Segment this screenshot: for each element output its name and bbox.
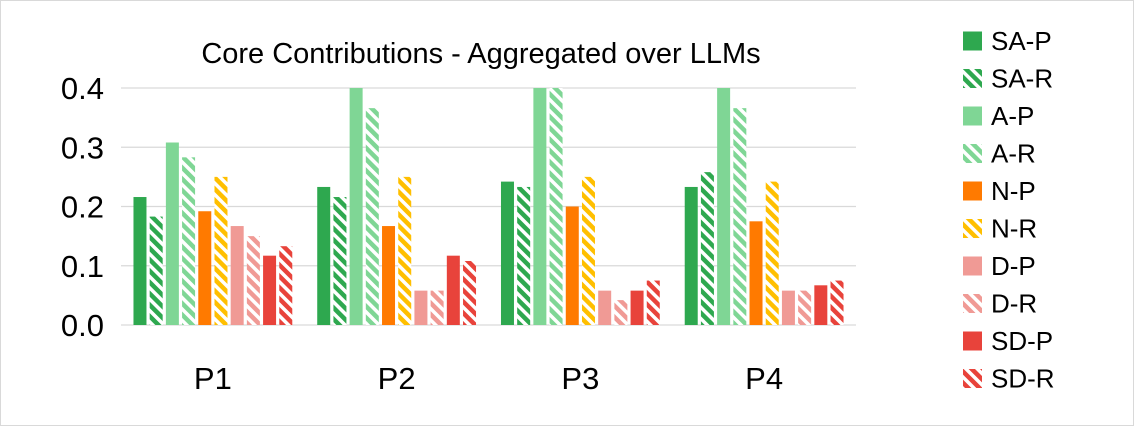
legend-swatch [963, 69, 982, 88]
bar-sa-p-p3 [500, 181, 514, 325]
bar-sd-r-p1 [279, 246, 293, 325]
legend-label: A-P [991, 101, 1034, 131]
legend: SA-P SA-R A-P A-R N-P N-R D-P D-R SD-P SD-R [963, 26, 1055, 394]
bar-a-r-p1 [182, 157, 196, 325]
bar-d-p-p2 [414, 290, 428, 325]
bar-sa-r-p1 [149, 216, 163, 325]
legend-swatch [963, 144, 982, 163]
bar-a-r-p4 [733, 108, 747, 326]
bar-n-r-p3 [581, 176, 595, 325]
bar-a-r-p2 [365, 108, 379, 326]
bar-sa-p-p1 [133, 197, 147, 325]
legend-swatch [963, 256, 982, 276]
legend-item-a-r: A-R [963, 139, 1036, 169]
legend-swatch [963, 181, 982, 201]
bar-a-p-p1 [165, 142, 179, 325]
bar-d-p-p4 [781, 290, 795, 325]
legend-item-sa-r: SA-R [963, 64, 1053, 94]
legend-item-a-p: A-P [963, 101, 1034, 131]
bar-n-r-p2 [398, 176, 412, 325]
chart-title: Core Contributions - Aggregated over LLM… [201, 38, 760, 70]
legend-label: A-R [991, 139, 1036, 169]
bar-sd-r-p2 [463, 261, 477, 325]
x-tick-label: P2 [378, 361, 416, 396]
bar-n-p-p2 [382, 226, 396, 325]
y-tick-label: 0.3 [61, 130, 104, 165]
legend-label: N-R [991, 214, 1037, 244]
bar-d-r-p3 [614, 300, 628, 325]
legend-label: SA-P [991, 26, 1052, 56]
legend-item-sd-p: SD-P [963, 326, 1053, 356]
legend-swatch [963, 294, 982, 313]
bar-a-p-p4 [717, 88, 731, 325]
bar-n-p-p1 [198, 211, 212, 325]
bar-a-p-p2 [349, 88, 363, 325]
legend-swatch [963, 219, 982, 238]
legend-item-sd-r: SD-R [963, 364, 1055, 394]
bar-sd-r-p4 [830, 280, 844, 325]
y-tick-label: 0.1 [61, 249, 104, 284]
bar-sd-p-p4 [814, 285, 828, 325]
bar-sa-p-p4 [684, 186, 698, 325]
bar-n-p-p4 [749, 221, 763, 325]
bar-a-r-p3 [549, 88, 563, 325]
axes: 0.0 0.1 0.2 0.3 0.4 P1 P2 P3 P4 [61, 71, 783, 396]
bar-d-r-p4 [798, 290, 812, 325]
bar-sa-p-p2 [317, 186, 331, 325]
x-tick-label: P3 [561, 361, 599, 396]
bar-n-p-p3 [565, 206, 579, 325]
legend-item-d-p: D-P [963, 251, 1036, 281]
x-tick-label: P4 [745, 361, 783, 396]
legend-swatch [963, 331, 982, 351]
bar-d-r-p2 [430, 290, 444, 325]
legend-swatch [963, 31, 982, 51]
bar-a-p-p3 [533, 88, 547, 325]
bar-sa-r-p4 [700, 172, 714, 325]
bar-d-p-p1 [230, 226, 244, 325]
legend-label: SA-R [991, 64, 1053, 94]
y-tick-label: 0.4 [61, 71, 104, 106]
bar-sd-p-p1 [263, 255, 277, 325]
x-tick-label: P1 [194, 361, 232, 396]
bar-sd-r-p3 [646, 280, 660, 325]
bar-sd-p-p2 [446, 255, 460, 325]
legend-label: N-P [991, 176, 1036, 206]
legend-swatch [963, 106, 982, 126]
legend-label: SD-R [991, 364, 1055, 394]
legend-swatch [963, 369, 982, 388]
legend-item-sa-p: SA-P [963, 26, 1052, 56]
y-tick-label: 0.2 [61, 190, 104, 225]
y-tick-label: 0.0 [61, 308, 104, 343]
legend-label: D-R [991, 289, 1037, 319]
legend-label: SD-P [991, 326, 1053, 356]
bar-sa-r-p2 [333, 197, 347, 325]
legend-item-n-r: N-R [963, 214, 1037, 244]
bar-sd-p-p3 [630, 290, 644, 325]
legend-item-d-r: D-R [963, 289, 1037, 319]
bar-n-r-p4 [765, 181, 779, 325]
legend-item-n-p: N-P [963, 176, 1036, 206]
legend-label: D-P [991, 251, 1036, 281]
bar-n-r-p1 [214, 176, 228, 325]
bar-d-p-p3 [598, 290, 612, 325]
bar-sa-r-p3 [517, 186, 531, 325]
bars [133, 88, 844, 326]
bar-d-r-p1 [246, 236, 260, 325]
